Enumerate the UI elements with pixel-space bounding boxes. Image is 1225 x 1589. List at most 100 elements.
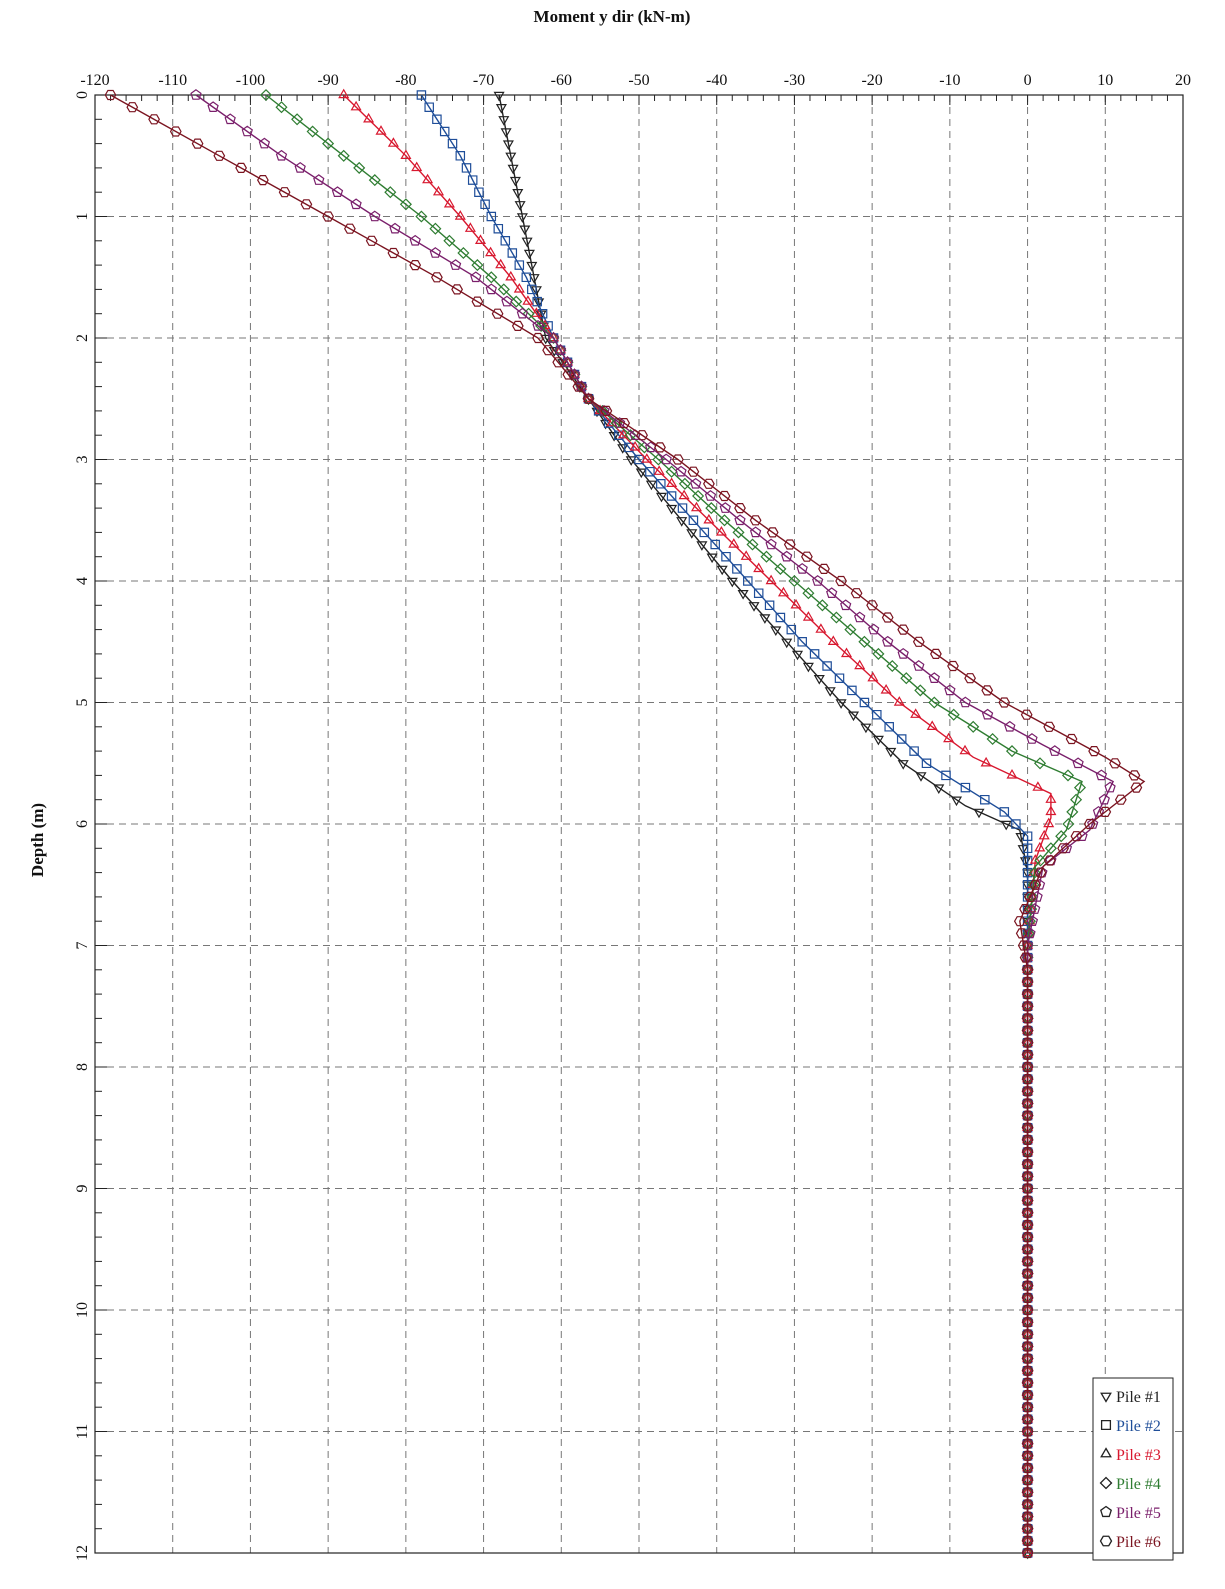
data-point-marker <box>690 501 703 512</box>
data-point-marker <box>451 284 463 295</box>
legend-label: Pile #2 <box>1116 1418 1161 1435</box>
data-point-marker <box>964 673 976 684</box>
data-point-marker <box>1021 1098 1034 1109</box>
data-point-marker <box>765 574 777 585</box>
x-tick-label: -110 <box>158 72 187 89</box>
data-point-marker <box>688 515 699 526</box>
data-point-marker <box>322 211 334 222</box>
data-point-marker <box>896 734 907 744</box>
data-point-marker <box>872 735 884 746</box>
data-point-marker <box>1021 1013 1034 1024</box>
data-point-marker <box>1021 1061 1034 1073</box>
data-point-marker <box>746 538 759 551</box>
data-point-marker <box>1029 903 1041 914</box>
data-point-marker <box>1021 1329 1034 1340</box>
data-point-marker <box>915 772 927 782</box>
data-point-marker <box>893 696 905 706</box>
data-point-marker <box>516 213 528 223</box>
data-point-marker <box>432 185 445 196</box>
data-point-marker <box>471 296 484 307</box>
x-tick-label: 20 <box>1175 72 1191 89</box>
data-point-marker <box>613 417 626 428</box>
data-point-marker <box>706 553 718 564</box>
data-point-marker <box>294 161 306 173</box>
y-tick-label: 2 <box>74 334 91 342</box>
data-point-marker <box>1095 769 1108 781</box>
data-point-marker <box>474 234 487 245</box>
data-point-marker <box>645 441 657 453</box>
data-point-marker <box>634 454 644 465</box>
data-point-marker <box>928 696 941 709</box>
data-point-marker <box>424 102 434 112</box>
data-point-marker <box>521 237 533 248</box>
data-point-marker <box>666 477 678 487</box>
data-point-marker <box>495 103 507 114</box>
data-point-marker <box>1017 940 1030 951</box>
data-point-marker <box>191 138 204 149</box>
data-point-marker <box>1021 1426 1034 1437</box>
data-point-marker <box>1021 1073 1034 1085</box>
legend-marker <box>1100 1505 1112 1518</box>
data-point-marker <box>786 624 797 635</box>
data-point-marker <box>732 564 742 574</box>
data-point-marker <box>797 637 807 647</box>
data-point-marker <box>1021 1304 1034 1316</box>
data-point-marker <box>675 465 687 477</box>
data-point-marker <box>1021 1207 1034 1218</box>
data-point-marker <box>943 732 955 743</box>
data-point-marker <box>291 113 304 126</box>
data-point-marker <box>866 600 878 611</box>
data-point-marker <box>527 284 537 295</box>
data-point-marker <box>190 89 202 100</box>
data-point-marker <box>872 709 882 720</box>
data-point-marker <box>1021 1317 1034 1328</box>
data-point-marker <box>884 722 894 732</box>
data-point-marker <box>967 720 980 733</box>
data-point-marker <box>1021 1365 1034 1376</box>
data-point-marker <box>1021 1134 1034 1146</box>
data-point-marker <box>169 126 182 137</box>
data-point-marker <box>500 128 512 138</box>
legend-marker <box>1100 1447 1112 1458</box>
data-point-marker <box>363 112 375 123</box>
data-point-marker <box>718 514 731 527</box>
axes: -120 -110 -100 -90 -80 -70 -60 -50 -40 -30 -20 -10 0… <box>74 72 1191 1561</box>
data-point-marker <box>1021 1122 1034 1133</box>
data-point-marker <box>867 671 879 682</box>
data-point-marker <box>1021 1159 1034 1170</box>
data-point-marker <box>493 91 505 102</box>
data-point-marker <box>1021 1146 1034 1158</box>
data-point-marker <box>561 355 574 366</box>
x-tick-label: -80 <box>395 72 416 89</box>
data-point-marker <box>980 756 992 767</box>
data-point-marker <box>678 477 691 490</box>
data-point-marker <box>1021 964 1034 975</box>
data-point-marker <box>813 675 825 685</box>
data-point-marker <box>1114 794 1127 805</box>
data-point-marker <box>375 125 387 135</box>
data-point-marker <box>1022 831 1033 841</box>
data-point-marker <box>519 225 531 236</box>
data-point-marker <box>802 587 815 600</box>
data-point-marker <box>443 234 456 247</box>
data-point-marker <box>1028 866 1041 879</box>
data-point-marker <box>704 490 717 501</box>
data-point-marker <box>986 732 999 746</box>
data-point-marker <box>1098 793 1110 805</box>
data-point-marker <box>313 174 325 185</box>
x-tick-label: -20 <box>861 72 882 89</box>
data-point-marker <box>1021 1183 1034 1194</box>
y-tick-label: 10 <box>74 1302 91 1318</box>
data-point-marker <box>897 760 909 770</box>
data-point-marker <box>399 198 412 211</box>
data-point-marker <box>1022 855 1033 866</box>
data-point-marker <box>748 602 760 612</box>
data-point-marker <box>338 88 350 99</box>
data-point-marker <box>522 295 534 305</box>
data-point-marker <box>409 260 422 271</box>
data-point-marker <box>1032 781 1044 791</box>
y-tick-label: 12 <box>74 1545 91 1561</box>
data-point-marker <box>999 807 1010 817</box>
data-point-marker <box>802 611 814 621</box>
